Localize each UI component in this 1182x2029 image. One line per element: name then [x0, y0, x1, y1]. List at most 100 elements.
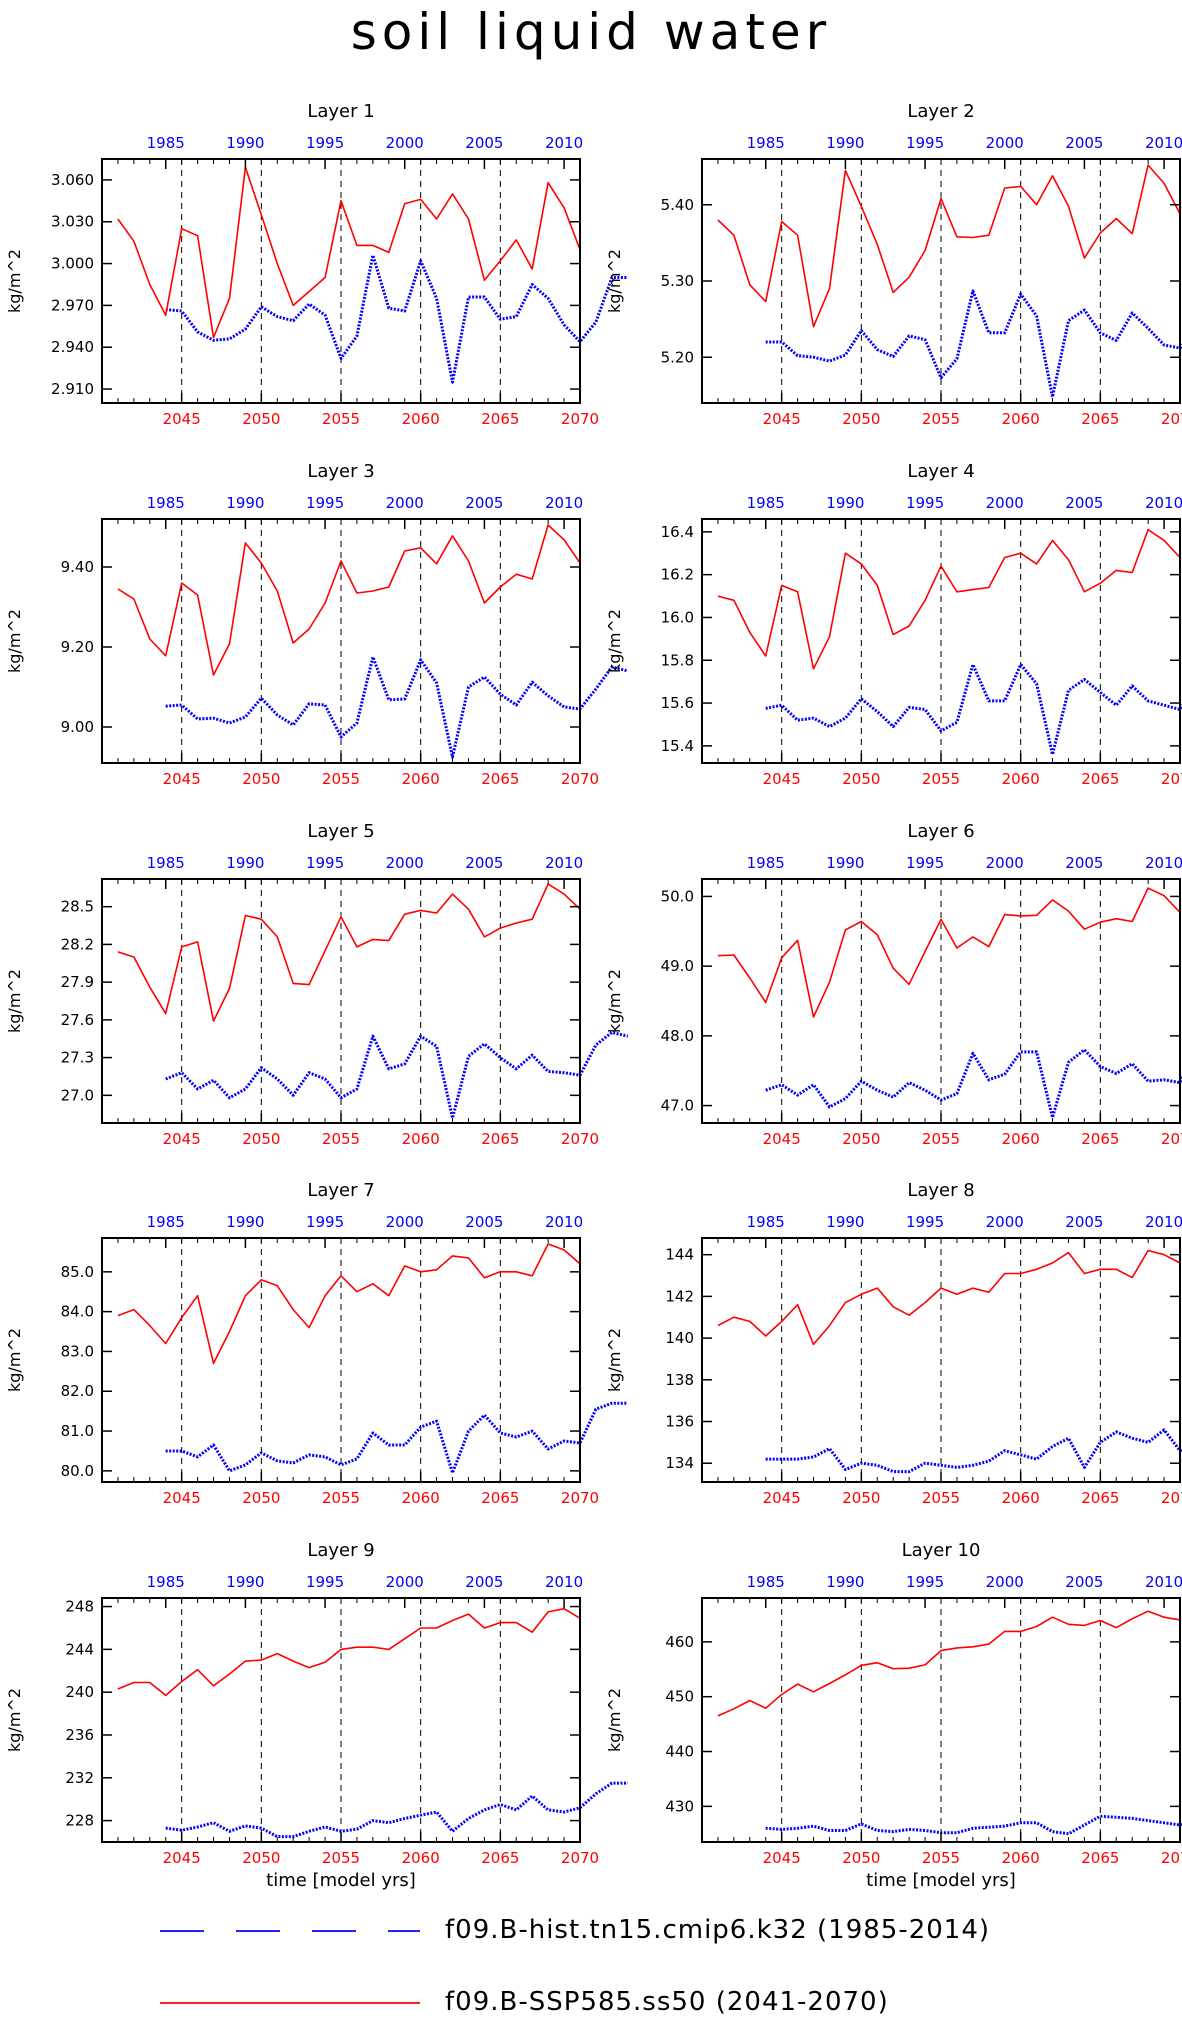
page-title: soil liquid water	[350, 3, 832, 61]
x-tick-label-ssp: 2050	[842, 1130, 880, 1148]
y-tick-label: 236	[65, 1726, 94, 1744]
x-tick-label-ssp: 2045	[763, 1849, 801, 1867]
x-tick-label-ssp: 2050	[242, 1489, 280, 1507]
y-tick-label: 50.0	[661, 887, 694, 905]
x-tick-label-hist: 2010	[1145, 134, 1182, 152]
y-tick-label: 83.0	[61, 1342, 94, 1360]
x-tick-label-hist: 1985	[147, 1573, 185, 1591]
x-tick-label-hist: 1990	[826, 134, 864, 152]
y-tick-label: 84.0	[61, 1303, 94, 1321]
y-tick-label: 232	[65, 1769, 94, 1787]
y-tick-label: 5.20	[661, 348, 694, 366]
chart-6: Layer 6 47.0 48.0 49.0 50.0 kg/m^2 2045 2050 205…	[605, 821, 1182, 1148]
x-tick-label-ssp: 2070	[1161, 1489, 1182, 1507]
x-tick-label-ssp: 2045	[763, 770, 801, 788]
y-tick-label: 460	[665, 1633, 694, 1651]
x-tick-label-ssp: 2055	[922, 1130, 960, 1148]
x-tick-label-ssp: 2065	[481, 410, 519, 428]
x-tick-label-hist: 1995	[306, 494, 344, 512]
y-tick-label: 144	[665, 1246, 694, 1264]
x-tick-label-ssp: 2070	[1161, 1849, 1182, 1867]
y-tick-label: 136	[665, 1413, 694, 1431]
chart-4: Layer 4 15.4 15.6 15.8 16.0 16.2 16.4 kg/m^2 204…	[605, 461, 1182, 788]
series-line-hist	[765, 663, 1182, 756]
x-tick-label-ssp: 2045	[163, 410, 201, 428]
x-tick-label-ssp: 2045	[763, 410, 801, 428]
y-axis-label: kg/m^2	[605, 249, 624, 313]
x-tick-label-hist: 2005	[465, 854, 503, 872]
x-tick-label-ssp: 2045	[163, 1130, 201, 1148]
x-tick-label-hist: 1995	[906, 1213, 944, 1231]
x-tick-label-ssp: 2060	[1002, 1489, 1040, 1507]
chart-title: Layer 8	[907, 1180, 974, 1201]
x-tick-label-hist: 2000	[386, 134, 424, 152]
y-tick-label: 2.940	[51, 338, 94, 356]
x-tick-label-hist: 1985	[747, 854, 785, 872]
x-tick-label-ssp: 2060	[402, 1849, 440, 1867]
y-tick-label: 9.20	[61, 638, 94, 656]
series-line-hist	[765, 1814, 1182, 1836]
y-tick-label: 49.0	[661, 957, 694, 975]
x-tick-label-ssp: 2060	[402, 410, 440, 428]
series-line-ssp	[717, 887, 1181, 1018]
x-tick-label-ssp: 2055	[922, 1489, 960, 1507]
x-tick-label-hist: 1985	[147, 134, 185, 152]
x-tick-label-hist: 2000	[986, 494, 1024, 512]
x-tick-label-ssp: 2070	[561, 770, 599, 788]
y-tick-label: 440	[665, 1743, 694, 1761]
x-tick-label-hist: 1990	[226, 1573, 264, 1591]
series-line-hist	[165, 1781, 628, 1839]
x-axis-label: time [model yrs]	[866, 1870, 1016, 1891]
x-tick-label-ssp: 2055	[922, 1849, 960, 1867]
x-tick-label-ssp: 2050	[842, 1849, 880, 1867]
x-tick-label-hist: 2010	[1145, 854, 1182, 872]
y-axis-label: kg/m^2	[5, 1328, 24, 1392]
y-tick-label: 3.060	[51, 171, 94, 189]
x-tick-label-hist: 2010	[1145, 1213, 1182, 1231]
x-tick-label-hist: 2005	[465, 494, 503, 512]
y-tick-label: 244	[65, 1640, 94, 1658]
x-tick-label-ssp: 2060	[1002, 1849, 1040, 1867]
x-tick-label-hist: 1995	[906, 494, 944, 512]
y-tick-label: 134	[665, 1454, 694, 1472]
x-tick-label-hist: 1985	[147, 494, 185, 512]
x-tick-label-ssp: 2065	[481, 1489, 519, 1507]
x-tick-label-hist: 2000	[986, 1573, 1024, 1591]
x-tick-label-hist: 1995	[906, 854, 944, 872]
x-tick-label-hist: 1995	[306, 1573, 344, 1591]
y-tick-label: 2.910	[51, 380, 94, 398]
series-line-ssp	[117, 524, 581, 676]
x-tick-label-hist: 2010	[545, 1573, 583, 1591]
x-tick-label-hist: 2000	[386, 854, 424, 872]
series-line-ssp	[717, 1249, 1181, 1346]
series-line-ssp	[117, 1243, 581, 1365]
x-tick-label-hist: 1995	[306, 1213, 344, 1231]
x-tick-label-hist: 2005	[465, 1213, 503, 1231]
x-tick-label-hist: 2005	[1065, 134, 1103, 152]
series-line-hist	[165, 253, 628, 384]
x-tick-label-ssp: 2065	[481, 1849, 519, 1867]
y-tick-label: 9.40	[61, 558, 94, 576]
y-tick-label: 9.00	[61, 718, 94, 736]
x-tick-label-hist: 2010	[1145, 1573, 1182, 1591]
x-tick-label-ssp: 2050	[842, 770, 880, 788]
chart-title: Layer 4	[907, 461, 974, 482]
y-tick-label: 3.000	[51, 255, 94, 273]
y-axis-label: kg/m^2	[5, 249, 24, 313]
x-tick-label-ssp: 2070	[1161, 1130, 1182, 1148]
x-tick-label-ssp: 2060	[1002, 1130, 1040, 1148]
y-tick-label: 27.0	[61, 1086, 94, 1104]
x-tick-label-hist: 2005	[465, 134, 503, 152]
x-tick-label-hist: 2010	[545, 854, 583, 872]
x-tick-label-ssp: 2050	[842, 410, 880, 428]
series-line-hist	[765, 1048, 1182, 1119]
y-tick-label: 28.5	[61, 898, 94, 916]
x-tick-label-hist: 1995	[306, 854, 344, 872]
x-tick-label-ssp: 2070	[1161, 770, 1182, 788]
y-tick-label: 142	[665, 1287, 694, 1305]
series-line-ssp	[717, 528, 1181, 670]
x-tick-label-hist: 1990	[826, 854, 864, 872]
x-tick-label-hist: 2010	[545, 494, 583, 512]
x-tick-label-hist: 2000	[986, 1213, 1024, 1231]
x-tick-label-hist: 1990	[226, 134, 264, 152]
